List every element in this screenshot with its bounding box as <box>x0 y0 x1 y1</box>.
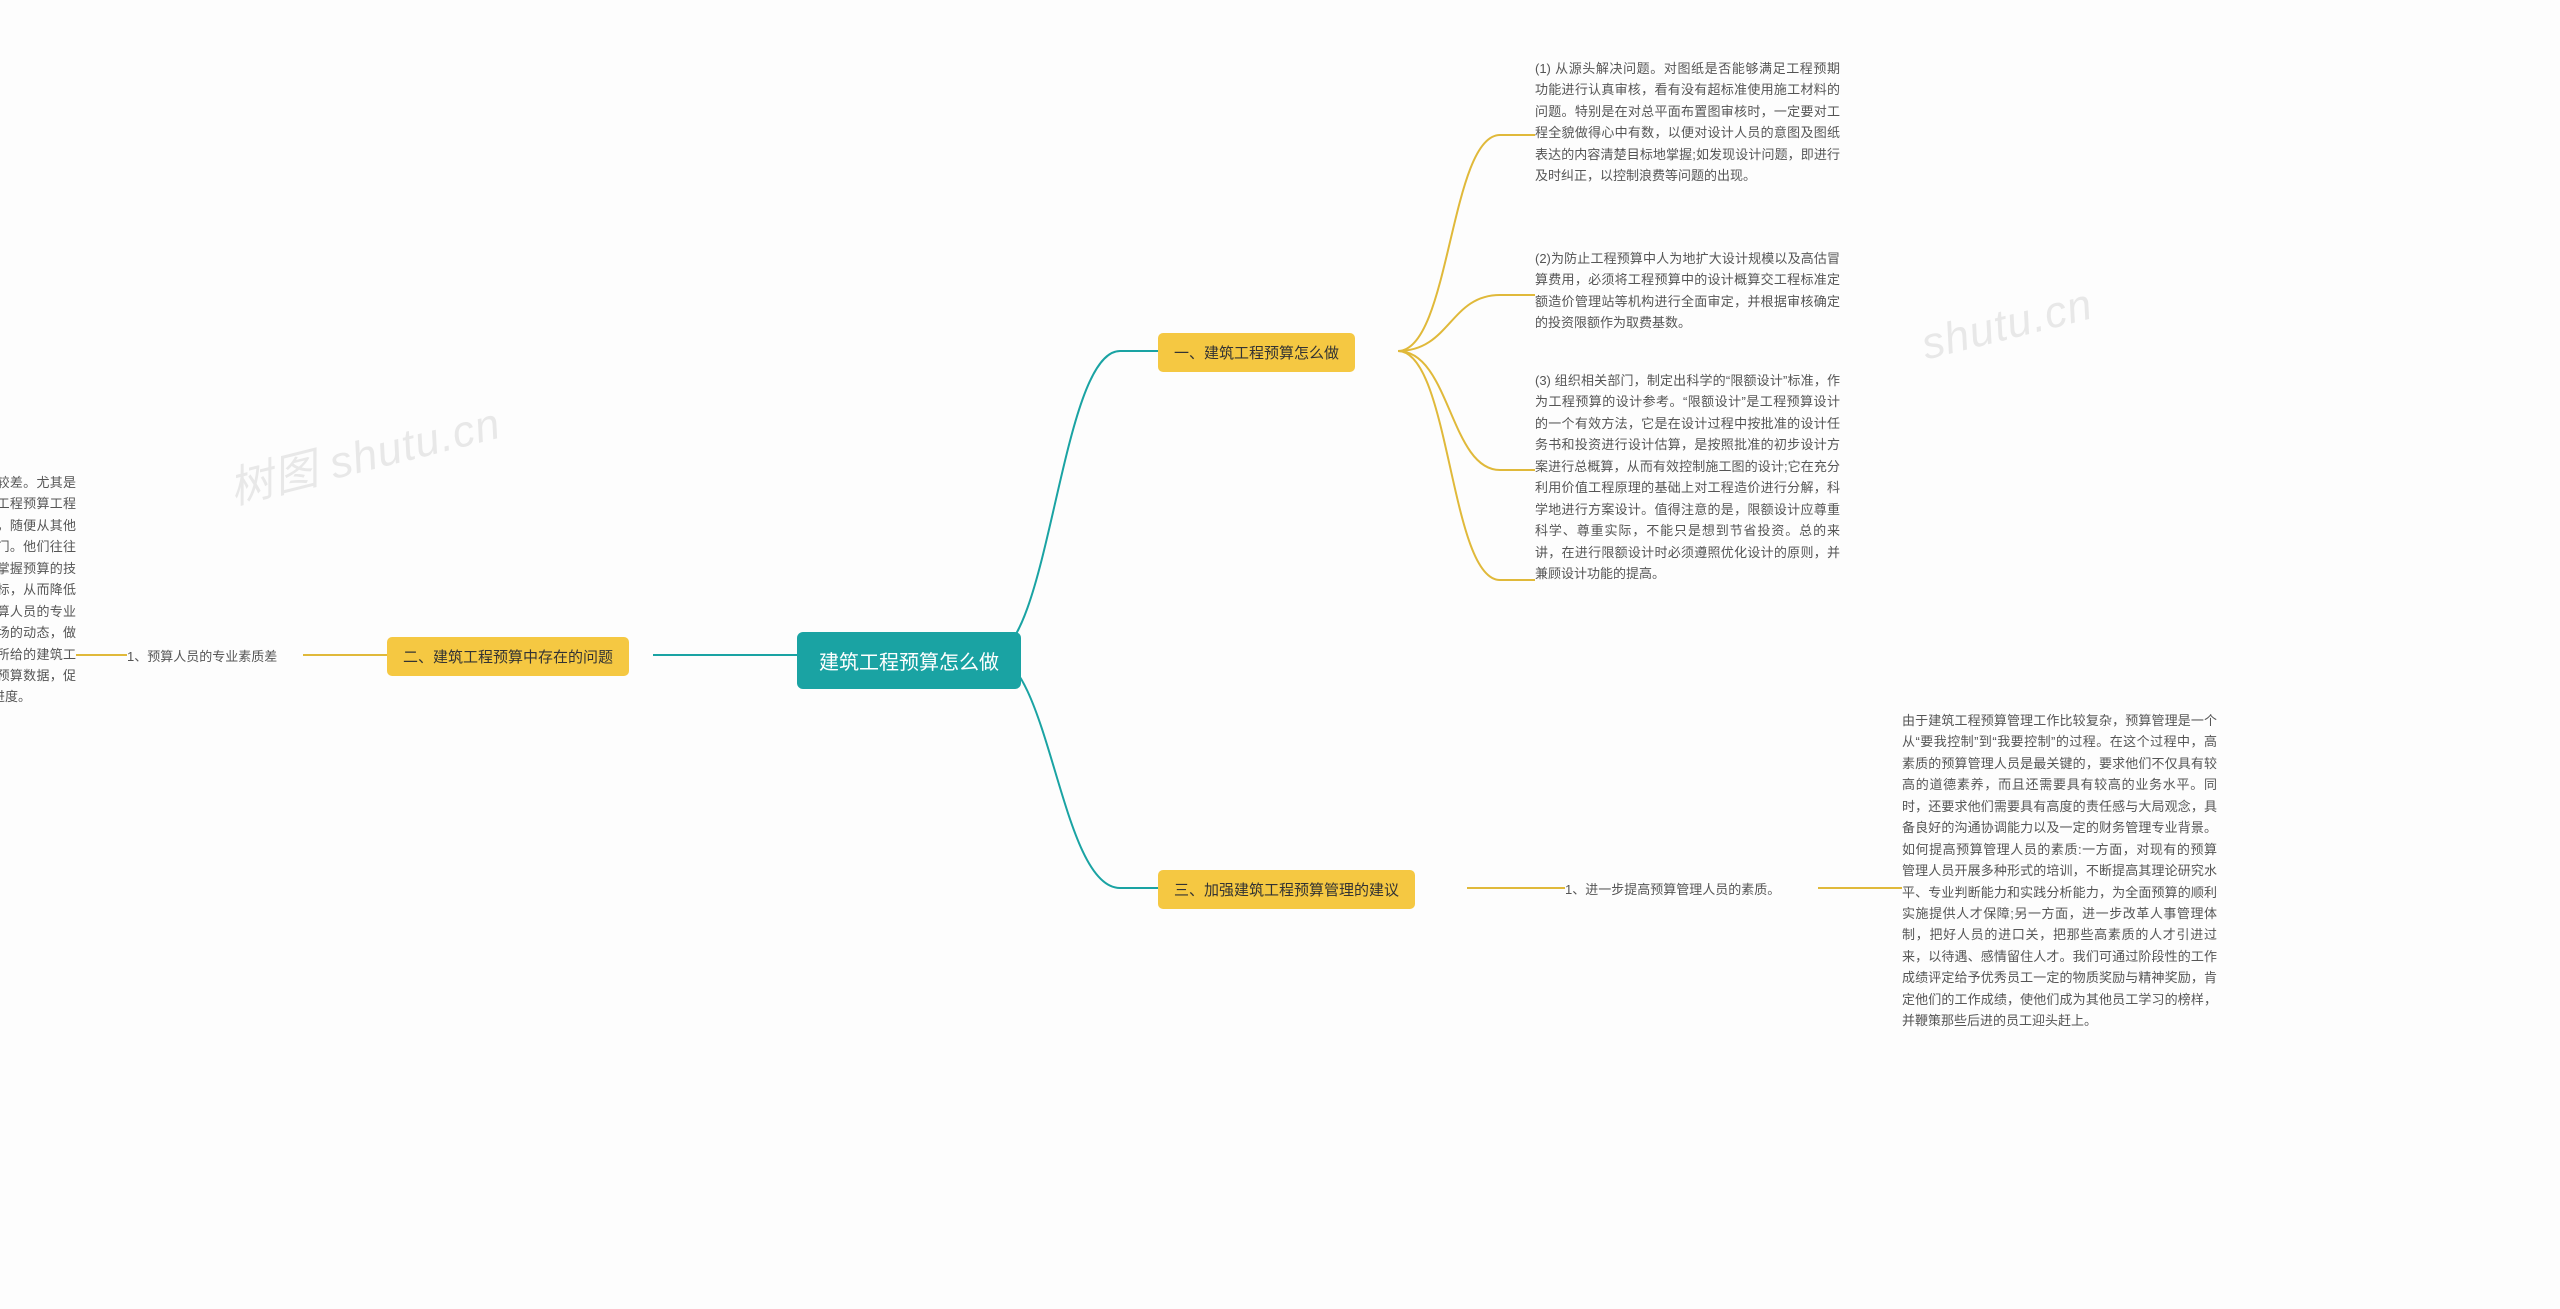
branch-1-detail-2: (2)为防止工程预算中人为地扩大设计规模以及高估冒算费用，必须将工程预算中的设计… <box>1535 248 1840 334</box>
watermark-left: 树图 shutu.cn <box>221 387 506 516</box>
branch-2-detail-1: 建筑工程预算人员专业素质相对来说比较差。尤其是在一些中小企业，由于企业管理人员对… <box>0 472 76 708</box>
branch-3[interactable]: 三、加强建筑工程预算管理的建议 <box>1158 870 1415 909</box>
branch-3-detail-1: 由于建筑工程预算管理工作比较复杂，预算管理是一个从“要我控制”到“我要控制”的过… <box>1902 710 2217 1032</box>
branch-1[interactable]: 一、建筑工程预算怎么做 <box>1158 333 1355 372</box>
root-node[interactable]: 建筑工程预算怎么做 <box>797 632 1021 689</box>
mindmap-connectors <box>0 0 2560 1309</box>
branch-2-leaf-1[interactable]: 1、预算人员的专业素质差 <box>127 646 277 665</box>
branch-2[interactable]: 二、建筑工程预算中存在的问题 <box>387 637 629 676</box>
branch-1-detail-1: (1) 从源头解决问题。对图纸是否能够满足工程预期功能进行认真审核，看有没有超标… <box>1535 58 1840 187</box>
watermark-right: shutu.cn <box>1917 280 2098 371</box>
branch-3-leaf-1[interactable]: 1、进一步提高预算管理人员的素质。 <box>1565 879 1780 898</box>
branch-1-detail-3: (3) 组织相关部门，制定出科学的“限额设计”标准，作为工程预算的设计参考。“限… <box>1535 370 1840 584</box>
